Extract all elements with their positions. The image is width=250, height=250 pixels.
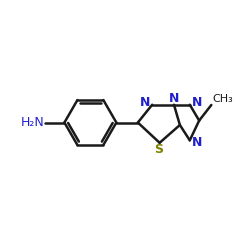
Text: N: N <box>192 136 202 149</box>
Text: N: N <box>192 96 202 109</box>
Text: CH₃: CH₃ <box>212 94 233 104</box>
Text: H₂N: H₂N <box>20 116 44 129</box>
Text: S: S <box>154 143 163 156</box>
Text: N: N <box>140 96 150 110</box>
Text: N: N <box>169 92 180 105</box>
